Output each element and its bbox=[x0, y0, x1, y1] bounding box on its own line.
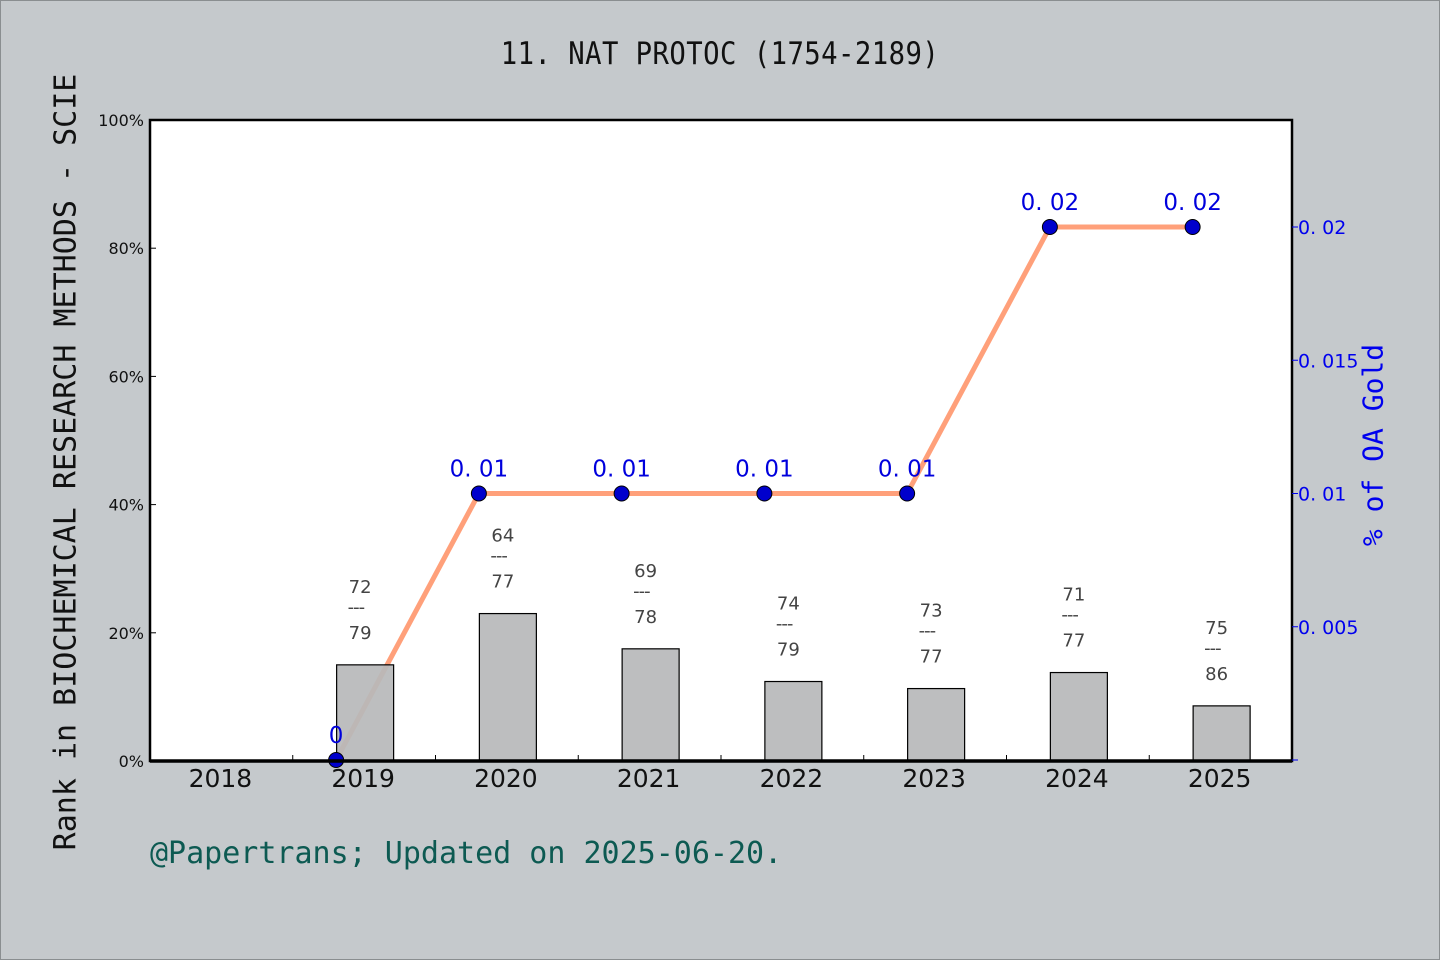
rank-bar bbox=[764, 680, 823, 762]
left-tick-label: 0% bbox=[119, 752, 144, 771]
fraction-bar: --- bbox=[776, 614, 793, 635]
right-tick-label: 0. 005 bbox=[1298, 617, 1358, 639]
rank-bar bbox=[907, 687, 966, 762]
right-tick-label: 0. 015 bbox=[1298, 350, 1358, 372]
left-tick-label: 20% bbox=[108, 624, 144, 643]
total-label: 79 bbox=[777, 640, 800, 661]
rank-label: 71 bbox=[1062, 585, 1085, 606]
fraction-bar: --- bbox=[633, 581, 650, 602]
oa-gold-value-label: 0. 01 bbox=[878, 457, 937, 483]
x-tick-label: 2020 bbox=[474, 764, 538, 793]
oa-gold-value-label: 0. 02 bbox=[1021, 190, 1080, 216]
left-tick-label: 60% bbox=[108, 367, 144, 386]
total-label: 79 bbox=[349, 623, 372, 644]
chart-title: 11. NAT PROTOC (1754-2189) bbox=[500, 36, 940, 72]
x-tick-label: 2022 bbox=[760, 764, 824, 793]
total-label: 77 bbox=[491, 572, 514, 593]
oa-gold-marker bbox=[899, 485, 916, 502]
x-tick-label: 2019 bbox=[331, 764, 395, 793]
oa-gold-marker bbox=[756, 485, 773, 502]
oa-gold-marker bbox=[470, 485, 487, 502]
rank-bar bbox=[336, 664, 395, 762]
left-tick-label: 100% bbox=[98, 111, 144, 130]
rank-bar bbox=[1192, 705, 1251, 762]
plot-area bbox=[150, 120, 1292, 761]
x-tick-label: 2023 bbox=[902, 764, 966, 793]
fraction-bar: --- bbox=[490, 546, 507, 567]
fraction-bar: --- bbox=[919, 621, 936, 642]
rank-label: 72 bbox=[349, 577, 372, 598]
x-tick-label: 2024 bbox=[1045, 764, 1109, 793]
oa-gold-value-label: 0 bbox=[329, 723, 344, 749]
total-label: 77 bbox=[1062, 631, 1085, 652]
footer-credit: @Papertrans; Updated on 2025-06-20. bbox=[150, 836, 783, 871]
oa-gold-marker bbox=[1041, 219, 1058, 235]
left-tick-label: 80% bbox=[108, 239, 144, 258]
rank-label: 73 bbox=[920, 601, 943, 622]
rank-label: 74 bbox=[777, 594, 800, 615]
x-tick-label: 2018 bbox=[189, 764, 253, 793]
rank-bar bbox=[1049, 671, 1108, 762]
oa-gold-marker bbox=[613, 485, 630, 502]
fraction-bar: --- bbox=[1204, 638, 1221, 659]
oa-gold-value-label: 0. 01 bbox=[450, 457, 509, 483]
oa-gold-value-label: 0. 02 bbox=[1163, 190, 1222, 216]
x-tick-label: 2021 bbox=[617, 764, 681, 793]
fraction-bar: --- bbox=[1061, 605, 1078, 626]
oa-gold-marker bbox=[1184, 219, 1201, 235]
total-label: 86 bbox=[1205, 664, 1228, 685]
rank-label: 64 bbox=[491, 526, 514, 547]
oa-gold-value-label: 0. 01 bbox=[735, 457, 794, 483]
rank-label: 69 bbox=[634, 561, 657, 582]
rank-bar bbox=[478, 612, 537, 762]
right-tick-label: 0. 01 bbox=[1298, 484, 1346, 506]
fraction-bar: --- bbox=[348, 597, 365, 618]
rank-bar bbox=[621, 648, 680, 762]
total-label: 78 bbox=[634, 607, 657, 628]
left-tick-label: 40% bbox=[108, 496, 144, 515]
x-tick-label: 2025 bbox=[1188, 764, 1252, 793]
oa-gold-value-label: 0. 01 bbox=[592, 457, 651, 483]
right-tick-label: 0. 02 bbox=[1298, 217, 1346, 239]
total-label: 77 bbox=[920, 647, 943, 668]
rank-label: 75 bbox=[1205, 618, 1228, 639]
